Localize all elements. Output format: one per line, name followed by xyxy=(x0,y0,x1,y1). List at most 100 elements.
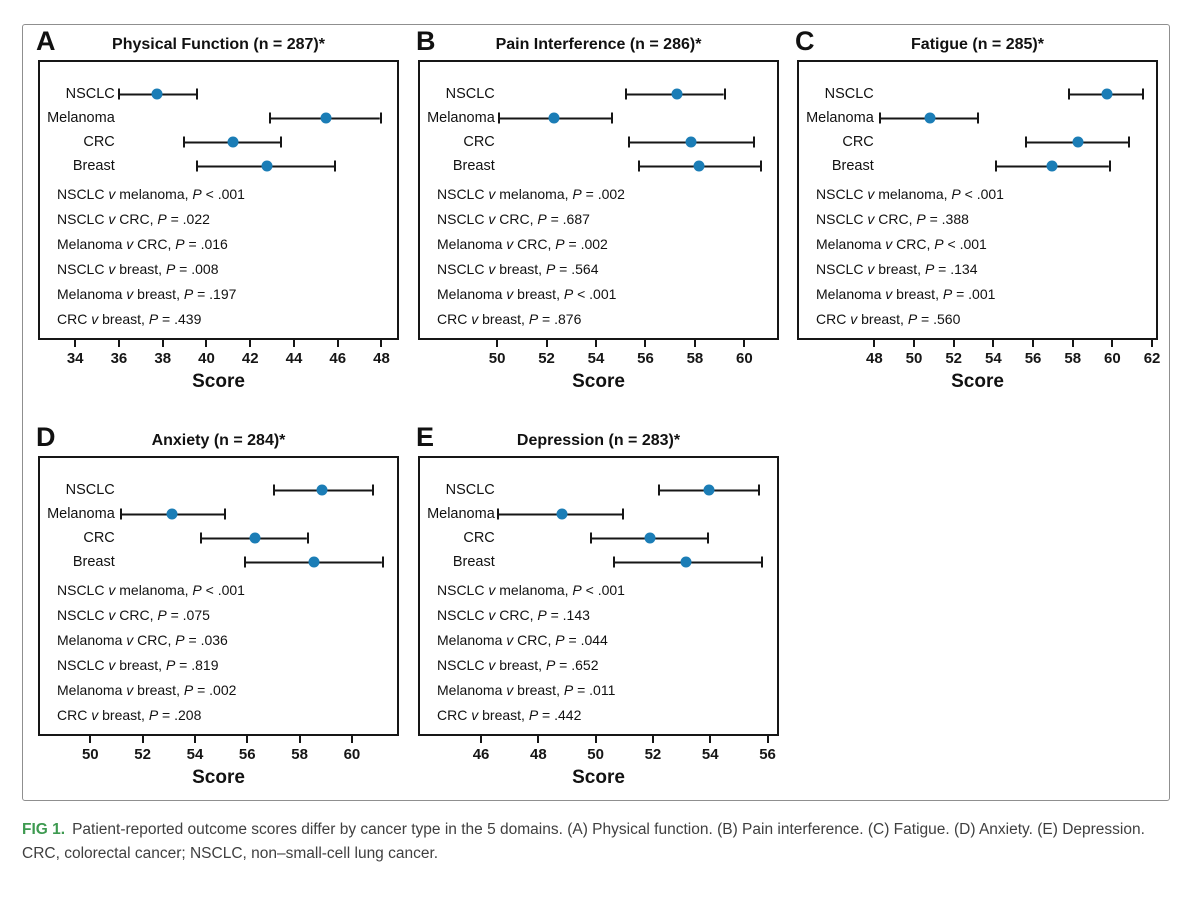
axis-tick-label: 50 xyxy=(587,746,604,763)
text-fragment: breast, xyxy=(513,286,564,302)
italic-term: P xyxy=(537,211,547,227)
text-fragment: Melanoma xyxy=(57,632,127,648)
axis-tick-label: 52 xyxy=(134,746,151,763)
axis-tick xyxy=(292,340,295,347)
text-fragment: Melanoma xyxy=(437,682,507,698)
text-fragment: = .022 xyxy=(166,211,210,227)
axis-tick-label: 46 xyxy=(329,350,347,367)
pvalue-line: Melanoma v breast, P = .001 xyxy=(816,282,1152,307)
text-fragment: = .008 xyxy=(175,261,219,277)
italic-term: P xyxy=(555,236,565,252)
pvalue-line: CRC v breast, P = .439 xyxy=(57,307,393,332)
text-fragment: < .001 xyxy=(201,186,245,202)
axis-tick-label: 54 xyxy=(985,350,1002,367)
axis-tick xyxy=(117,340,120,347)
italic-term: v xyxy=(126,632,134,648)
axis-tick xyxy=(952,340,955,347)
text-fragment: Melanoma xyxy=(816,236,886,252)
pvalue-line: Melanoma v breast, P = .011 xyxy=(437,678,773,703)
category-label: Melanoma xyxy=(427,110,495,126)
text-fragment: CRC, xyxy=(513,236,556,252)
text-fragment: breast, xyxy=(874,261,925,277)
italic-term: v xyxy=(850,311,858,327)
x-axis: Score 48 50 52 54 56 58 60 62 xyxy=(797,340,1161,402)
italic-term: P xyxy=(175,632,185,648)
text-fragment: NSCLC xyxy=(57,261,109,277)
italic-term: P xyxy=(907,311,918,327)
italic-term: P xyxy=(192,582,202,598)
text-fragment: = .001 xyxy=(952,286,996,302)
pvalue-line: NSCLC v CRC, P = .143 xyxy=(437,603,773,628)
text-fragment: NSCLC xyxy=(437,211,489,227)
italic-term: P xyxy=(537,607,547,623)
axis-label: Score xyxy=(192,371,245,392)
italic-term: P xyxy=(951,186,961,202)
axis-label: Score xyxy=(951,371,1004,392)
text-fragment: CRC xyxy=(816,311,851,327)
category-label: Breast xyxy=(452,554,495,570)
point-estimate-dot xyxy=(227,136,239,148)
axis-tick-label: 52 xyxy=(538,350,555,367)
axis-tick xyxy=(1111,340,1114,347)
text-fragment: = .442 xyxy=(538,707,582,723)
category-label: CRC xyxy=(463,134,495,150)
forest-plot-panel-B: B Pain Interference (n = 286)* NSCLC Mela… xyxy=(416,26,779,402)
category-label: Breast xyxy=(452,158,495,174)
text-fragment: NSCLC xyxy=(437,582,489,598)
figure-caption-text: Patient-reported outcome scores differ b… xyxy=(22,821,1145,862)
figure-caption-label: FIG 1. xyxy=(22,821,66,838)
text-fragment: < .001 xyxy=(943,236,987,252)
x-axis: Score 50 52 54 56 58 60 xyxy=(38,736,399,798)
italic-term: v xyxy=(867,261,875,277)
text-fragment: = .876 xyxy=(538,311,582,327)
category-label: NSCLC xyxy=(445,86,495,102)
axis-tick-label: 60 xyxy=(1104,350,1121,367)
italic-term: v xyxy=(506,632,514,648)
text-fragment: breast, xyxy=(513,682,564,698)
text-fragment: CRC, xyxy=(513,632,556,648)
text-fragment: Melanoma xyxy=(816,286,886,302)
pvalue-line: CRC v breast, P = .560 xyxy=(816,307,1152,332)
axis-tick xyxy=(992,340,995,347)
axis-tick-label: 56 xyxy=(759,746,776,763)
italic-term: v xyxy=(471,707,479,723)
text-fragment: < .001 xyxy=(573,286,617,302)
panel-title: Anxiety (n = 284)* xyxy=(151,432,286,449)
category-label: Melanoma xyxy=(47,110,115,126)
panel-letter: A xyxy=(36,26,55,56)
italic-term: v xyxy=(108,186,116,202)
pvalue-line: NSCLC v breast, P = .008 xyxy=(57,257,393,282)
text-fragment: melanoma, xyxy=(115,582,193,598)
italic-term: v xyxy=(506,682,514,698)
text-fragment: = .011 xyxy=(573,682,616,698)
category-label: CRC xyxy=(842,134,874,150)
italic-term: v xyxy=(488,211,496,227)
text-fragment: NSCLC xyxy=(57,186,109,202)
axis-tick xyxy=(249,340,252,347)
italic-term: P xyxy=(545,261,556,277)
axis-tick xyxy=(74,340,77,347)
text-fragment: breast, xyxy=(892,286,943,302)
text-fragment: NSCLC xyxy=(437,607,489,623)
text-fragment: = .652 xyxy=(555,657,599,673)
italic-term: P xyxy=(924,261,935,277)
panel-header: B Pain Interference (n = 286)* xyxy=(416,26,779,60)
pvalue-line: Melanoma v breast, P = .197 xyxy=(57,282,393,307)
category-label: NSCLC xyxy=(65,482,115,498)
italic-term: P xyxy=(916,211,926,227)
italic-term: P xyxy=(563,682,574,698)
axis-tick xyxy=(873,340,876,347)
forest-plot-panel-D: D Anxiety (n = 284)* NSCLC Melanoma CRC Bre… xyxy=(36,422,399,798)
panel-title: Physical Function (n = 287)* xyxy=(112,36,325,53)
axis-tick xyxy=(1151,340,1154,347)
text-fragment: melanoma, xyxy=(495,582,573,598)
category-label: Melanoma xyxy=(47,506,115,522)
text-fragment: breast, xyxy=(478,311,529,327)
point-estimate-dot xyxy=(151,88,163,100)
panel-letter: E xyxy=(416,422,434,452)
axis-tick xyxy=(298,736,301,743)
axis-tick-label: 46 xyxy=(472,746,490,763)
text-fragment: = .016 xyxy=(184,236,228,252)
axis-tick-label: 62 xyxy=(1143,350,1161,367)
axis-tick xyxy=(350,736,353,743)
